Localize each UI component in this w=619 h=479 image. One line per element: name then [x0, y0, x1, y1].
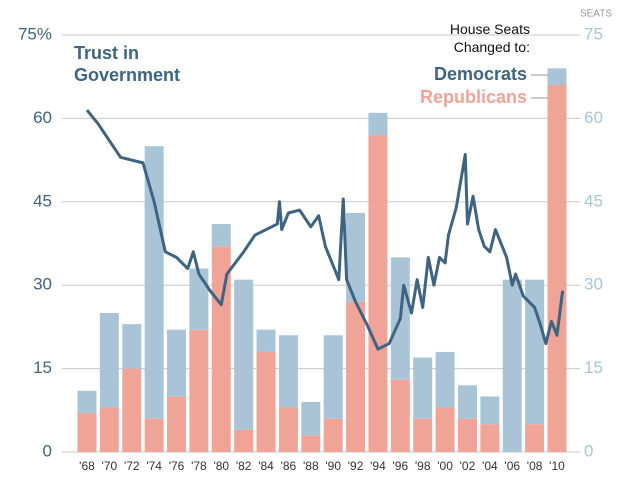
bar-segment	[189, 268, 209, 330]
bar-segment	[122, 324, 142, 369]
bar-segment	[525, 279, 545, 425]
x-tick-label: '80	[213, 459, 229, 473]
x-tick-label: '04	[482, 459, 498, 473]
bar-segment	[435, 407, 455, 452]
bar-segment	[167, 329, 187, 397]
bar-segment	[547, 85, 567, 452]
bar-segment	[256, 329, 276, 352]
x-tick-label: '96	[393, 459, 409, 473]
bar-segment	[502, 279, 522, 452]
bar-segment	[256, 351, 276, 452]
y2-tick-label: 45	[584, 191, 603, 210]
x-tick-label: '92	[348, 459, 364, 473]
trust-line	[85, 109, 565, 351]
bar-segment	[144, 146, 164, 419]
bar-segment	[368, 135, 388, 452]
legend-label: Republicans	[420, 87, 527, 107]
x-tick-label: '10	[549, 459, 565, 473]
y-tick-label: 75%	[18, 24, 52, 43]
x-tick-label: '76	[169, 459, 185, 473]
bar-segment	[368, 112, 388, 136]
bar-segment	[99, 313, 119, 408]
bar-segment	[323, 335, 343, 419]
bar-segment	[390, 379, 410, 452]
bar-segment	[346, 301, 366, 452]
x-tick-label: '68	[79, 459, 95, 473]
bar-segment	[547, 68, 567, 86]
y2-tick-label: 30	[584, 275, 603, 294]
x-tick-label: '70	[102, 459, 118, 473]
y-tick-label: 15	[33, 358, 52, 377]
y-tick-label: 60	[33, 108, 52, 127]
x-tick-label: '72	[124, 459, 140, 473]
bar-segment	[323, 418, 343, 452]
bar-segment	[278, 335, 298, 408]
bar-segment	[480, 424, 500, 452]
bar-segment	[144, 418, 164, 452]
bar-segment	[301, 401, 321, 436]
x-tick-label: '98	[415, 459, 431, 473]
x-tick-label: '84	[258, 459, 274, 473]
bar-segment	[413, 418, 433, 452]
y2-tick-label: 60	[584, 108, 603, 127]
y-tick-label: 30	[33, 275, 52, 294]
x-tick-label: '08	[527, 459, 543, 473]
x-tick-label: '06	[504, 459, 520, 473]
bar-segment	[525, 424, 545, 452]
x-tick-label: '90	[325, 459, 341, 473]
x-tick-label: '88	[303, 459, 319, 473]
bar-segment	[211, 246, 231, 452]
bar-segment	[435, 351, 455, 408]
y2-tick-label: 75	[584, 24, 603, 43]
bar-segment	[278, 407, 298, 452]
y2-axis-label: SEATS	[580, 9, 612, 20]
bar-segment	[457, 418, 477, 452]
legend-title: House Seats Changed to:	[449, 21, 530, 55]
bar-segment	[301, 435, 321, 452]
y2-tick-label: 0	[584, 441, 593, 460]
y-tick-label: 45	[33, 191, 52, 210]
bar-segment	[99, 407, 119, 452]
bar-segment	[234, 279, 254, 430]
x-tick-label: '74	[146, 459, 162, 473]
x-tick-label: '86	[281, 459, 297, 473]
bar-segment	[346, 212, 366, 302]
y-tick-label: 0	[43, 441, 52, 460]
line-label: Trust in Government	[74, 43, 181, 85]
legend-label: Democrats	[434, 64, 527, 84]
x-tick-label: '02	[460, 459, 476, 473]
bar-segment	[167, 396, 187, 452]
bar-segment	[234, 429, 254, 452]
x-tick-label: '00	[437, 459, 453, 473]
bar-segment	[457, 385, 477, 419]
bar-segment	[211, 224, 231, 247]
bar-segment	[413, 357, 433, 419]
y2-tick-label: 15	[584, 358, 603, 377]
bar-segment	[77, 390, 97, 414]
bar-segment	[122, 368, 142, 452]
bar-segment	[77, 413, 97, 452]
bar-segment	[189, 329, 209, 452]
bar-segment	[480, 396, 500, 425]
x-tick-label: '82	[236, 459, 252, 473]
x-tick-label: '78	[191, 459, 207, 473]
x-tick-label: '94	[370, 459, 386, 473]
